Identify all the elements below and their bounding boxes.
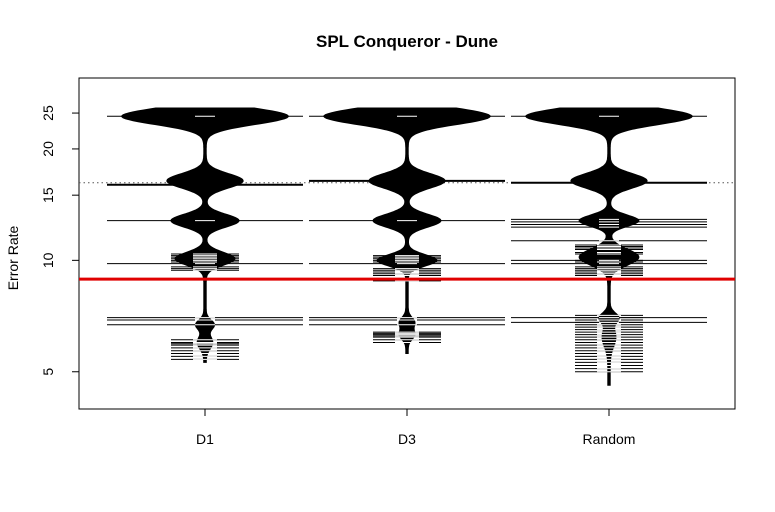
x-tick-label: D3 (398, 431, 416, 447)
y-tick-label: 5 (40, 368, 56, 376)
x-tick-label: D1 (196, 431, 214, 447)
y-tick-label: 15 (40, 187, 56, 203)
y-tick-label: 10 (40, 252, 56, 268)
bean-density (323, 107, 491, 354)
y-axis-label: Error Rate (5, 226, 21, 291)
plot-area: 5 10 15 20 25 D1 D3 Random (40, 77, 736, 447)
y-tick-label: 20 (40, 141, 56, 157)
chart-title: SPL Conqueror - Dune (316, 32, 498, 51)
y-tick-label: 25 (40, 105, 56, 121)
x-tick-label: Random (583, 431, 636, 447)
